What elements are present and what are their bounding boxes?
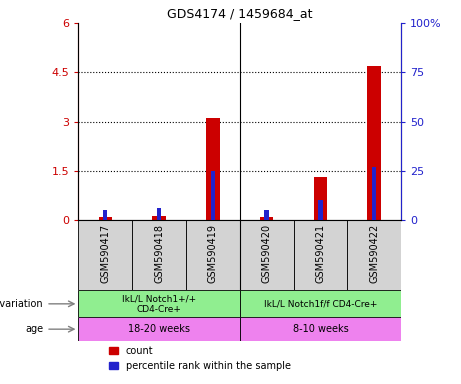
Text: GSM590421: GSM590421 [315, 224, 325, 283]
Bar [78, 317, 240, 341]
Bar [240, 290, 401, 317]
Bar [132, 220, 186, 290]
Bar [260, 217, 273, 220]
Bar [318, 200, 323, 220]
Bar [186, 220, 240, 290]
Bar [240, 317, 401, 341]
Bar [265, 210, 269, 220]
Text: GSM590420: GSM590420 [261, 224, 272, 283]
Text: genotype/variation: genotype/variation [0, 299, 43, 309]
Bar [78, 290, 240, 317]
Bar [211, 171, 215, 220]
Bar [372, 167, 376, 220]
Bar [99, 217, 112, 220]
Legend: count, percentile rank within the sample: count, percentile rank within the sample [109, 346, 290, 371]
Bar [294, 220, 347, 290]
Bar [240, 220, 294, 290]
Title: GDS4174 / 1459684_at: GDS4174 / 1459684_at [167, 7, 313, 20]
Text: GSM590422: GSM590422 [369, 224, 379, 283]
Bar [152, 216, 166, 220]
Text: GSM590417: GSM590417 [100, 224, 110, 283]
Text: GSM590418: GSM590418 [154, 224, 164, 283]
Text: IkL/L Notch1+/+
CD4-Cre+: IkL/L Notch1+/+ CD4-Cre+ [122, 294, 196, 313]
Bar [313, 177, 327, 220]
Bar [103, 210, 107, 220]
Text: 18-20 weeks: 18-20 weeks [128, 324, 190, 334]
Bar [206, 118, 219, 220]
Text: age: age [25, 324, 43, 334]
Bar [157, 208, 161, 220]
Bar [78, 220, 132, 290]
Text: IkL/L Notch1f/f CD4-Cre+: IkL/L Notch1f/f CD4-Cre+ [264, 300, 377, 308]
Text: GSM590419: GSM590419 [208, 224, 218, 283]
Bar [347, 220, 401, 290]
Bar [367, 66, 381, 220]
Text: 8-10 weeks: 8-10 weeks [293, 324, 348, 334]
